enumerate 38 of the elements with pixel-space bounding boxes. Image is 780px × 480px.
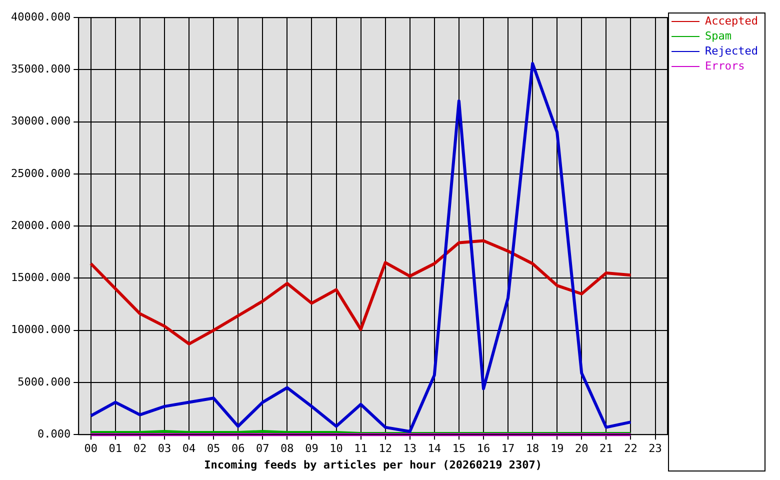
y-tick-label: 35000.000 <box>10 62 71 76</box>
x-tick-label: 04 <box>182 442 196 456</box>
legend-label: Errors <box>705 59 745 72</box>
x-tick-label: 07 <box>256 442 270 456</box>
y-tick-label: 25000.000 <box>10 166 71 180</box>
y-tick-label: 15000.000 <box>10 271 71 284</box>
x-tick-label: 21 <box>600 442 613 456</box>
y-tick-label: 30000.000 <box>10 114 71 128</box>
x-tick-label: 19 <box>550 442 564 456</box>
legend-label: Spam <box>705 29 732 42</box>
x-tick-label: 08 <box>280 442 294 456</box>
y-tick-label: 40000.000 <box>10 10 71 24</box>
x-tick-label: 17 <box>501 442 515 456</box>
x-tick-label: 01 <box>108 442 122 456</box>
y-tick-label: 0.000 <box>37 427 71 440</box>
x-tick-label: 20 <box>575 442 588 456</box>
legend-label: Rejected <box>705 44 758 58</box>
x-tick-label: 03 <box>158 442 172 456</box>
x-tick-label: 15 <box>452 442 466 456</box>
x-tick-label: 05 <box>206 442 220 456</box>
x-tick-label: 18 <box>526 442 540 456</box>
x-tick-label: 11 <box>354 442 368 456</box>
y-tick-label: 5000.000 <box>18 375 71 388</box>
x-tick-label: 06 <box>231 442 245 456</box>
x-tick-label: 10 <box>330 442 343 456</box>
x-tick-label: 22 <box>624 442 638 456</box>
x-tick-label: 13 <box>403 442 416 456</box>
x-tick-label: 00 <box>84 442 98 456</box>
x-tick-label: 23 <box>648 442 662 456</box>
x-tick-label: 02 <box>133 442 147 456</box>
y-tick-label: 20000.000 <box>10 218 71 232</box>
legend-label: Accepted <box>705 14 758 28</box>
x-tick-label: 12 <box>378 442 392 456</box>
x-tick-label: 14 <box>428 442 442 456</box>
x-tick-label: 09 <box>305 442 318 456</box>
x-axis-title: Incoming feeds by articles per hour (20260219 2307) <box>204 458 542 472</box>
y-tick-label: 10000.000 <box>10 323 71 336</box>
x-tick-label: 16 <box>476 442 490 456</box>
